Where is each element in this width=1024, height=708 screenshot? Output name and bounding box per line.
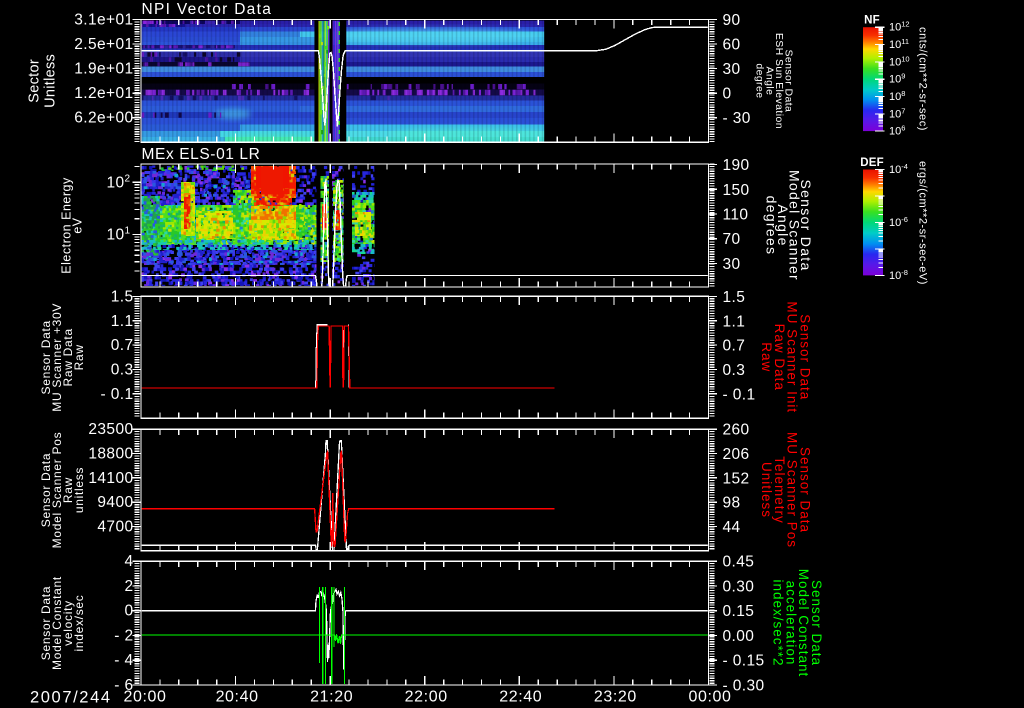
- svg-text:1.1: 1.1: [111, 313, 134, 330]
- svg-text:0.00: 0.00: [723, 628, 755, 645]
- svg-text:2007/244: 2007/244: [30, 689, 112, 707]
- svg-text:MEx ELS-01 LR: MEx ELS-01 LR: [142, 146, 261, 163]
- svg-text:Sensor Data: Sensor Data: [798, 179, 814, 271]
- svg-text:Sector: Sector: [27, 59, 43, 103]
- svg-text:90: 90: [723, 12, 741, 29]
- svg-text:ergs/(cm**2-sr-sec-eV): ergs/(cm**2-sr-sec-eV): [917, 161, 929, 285]
- svg-text:Raw Data: Raw Data: [61, 328, 75, 386]
- svg-text:44: 44: [723, 519, 741, 536]
- svg-text:MU Scanner Pos: MU Scanner Pos: [785, 432, 800, 548]
- svg-text:Sensor Data: Sensor Data: [798, 314, 813, 400]
- svg-text:Angle: Angle: [775, 204, 791, 246]
- svg-text:23:20: 23:20: [594, 689, 637, 706]
- svg-text:22:00: 22:00: [405, 689, 448, 706]
- svg-text:0.7: 0.7: [111, 337, 134, 354]
- svg-text:21:20: 21:20: [310, 689, 353, 706]
- svg-text:Model Scanner: Model Scanner: [787, 170, 803, 281]
- svg-text:NPI Vector Data: NPI Vector Data: [142, 1, 273, 18]
- svg-text:150: 150: [723, 182, 750, 199]
- svg-text:NF: NF: [864, 15, 880, 27]
- svg-text:MU Scanner Init: MU Scanner Init: [785, 301, 800, 413]
- svg-text:- 4: - 4: [114, 652, 133, 669]
- svg-text:degrees: degrees: [764, 196, 780, 256]
- svg-text:6.2e+00: 6.2e+00: [74, 110, 133, 127]
- svg-text:Sensor Data: Sensor Data: [783, 50, 795, 113]
- svg-text:Unitless: Unitless: [759, 462, 774, 518]
- svg-text:101: 101: [106, 226, 130, 244]
- svg-text:Model Constant: Model Constant: [796, 569, 811, 678]
- svg-text:velocity: velocity: [61, 600, 75, 646]
- svg-text:1.5: 1.5: [111, 288, 134, 305]
- svg-text:index/sec**2: index/sec**2: [771, 579, 786, 666]
- svg-text:190: 190: [723, 157, 750, 174]
- svg-text:1.9e+01: 1.9e+01: [74, 61, 133, 78]
- svg-text:14100: 14100: [88, 470, 133, 487]
- svg-text:Electron Energy: Electron Energy: [60, 177, 74, 274]
- svg-text:30: 30: [723, 61, 741, 78]
- svg-text:20:00: 20:00: [123, 689, 166, 706]
- svg-text:cnts/(cm**2-sr-sec): cnts/(cm**2-sr-sec): [917, 27, 929, 131]
- svg-text:260: 260: [723, 422, 750, 439]
- svg-text:Unitless: Unitless: [43, 54, 59, 108]
- svg-text:index/sec: index/sec: [72, 595, 86, 652]
- svg-text:DEF: DEF: [860, 157, 884, 169]
- svg-text:- 0.1: - 0.1: [723, 386, 756, 403]
- svg-text:4700: 4700: [97, 519, 133, 536]
- svg-text:Sensor Data: Sensor Data: [809, 580, 824, 666]
- svg-text:0.45: 0.45: [723, 554, 755, 571]
- svg-text:0: 0: [723, 86, 732, 103]
- svg-text:70: 70: [723, 231, 741, 248]
- svg-text:1.5: 1.5: [723, 289, 746, 306]
- svg-text:0.3: 0.3: [111, 362, 134, 379]
- svg-text:- 0.15: - 0.15: [723, 653, 765, 670]
- svg-text:Sensor Data: Sensor Data: [39, 320, 53, 394]
- svg-text:9400: 9400: [97, 494, 133, 511]
- svg-text:0.3: 0.3: [723, 362, 746, 379]
- svg-text:102: 102: [106, 173, 130, 191]
- svg-text:eV: eV: [70, 217, 84, 233]
- svg-text:Model Scanner Pos: Model Scanner Pos: [50, 432, 64, 549]
- svg-text:3.1e+01: 3.1e+01: [74, 12, 133, 29]
- svg-text:Raw: Raw: [61, 477, 75, 503]
- svg-text:22:40: 22:40: [499, 689, 542, 706]
- svg-text:18800: 18800: [88, 446, 133, 463]
- svg-text:30: 30: [723, 256, 741, 273]
- svg-text:0.30: 0.30: [723, 578, 755, 595]
- svg-text:110: 110: [723, 207, 749, 224]
- svg-text:152: 152: [723, 470, 750, 487]
- svg-text:acceleration: acceleration: [783, 581, 798, 666]
- svg-text:Telemetry: Telemetry: [772, 456, 787, 524]
- svg-text:98: 98: [723, 495, 741, 512]
- svg-text:1.1: 1.1: [723, 313, 746, 330]
- svg-text:4: 4: [124, 553, 133, 570]
- svg-text:206: 206: [723, 446, 750, 463]
- svg-text:Raw: Raw: [759, 342, 774, 372]
- svg-text:MU Scanner +30V: MU Scanner +30V: [50, 303, 64, 412]
- svg-text:23500: 23500: [88, 421, 133, 438]
- svg-text:0: 0: [124, 603, 133, 620]
- svg-text:- 0.1: - 0.1: [100, 386, 133, 403]
- svg-text:60: 60: [723, 37, 741, 54]
- svg-text:0.7: 0.7: [723, 338, 746, 355]
- svg-text:0.15: 0.15: [723, 603, 755, 620]
- svg-text:Raw Data: Raw Data: [772, 324, 787, 391]
- svg-text:1.2e+01: 1.2e+01: [74, 85, 133, 102]
- svg-text:unitless: unitless: [72, 467, 86, 513]
- svg-text:degree: degree: [754, 63, 766, 98]
- svg-text:ESH Sun Elevation: ESH Sun Elevation: [773, 33, 785, 129]
- svg-text:Sensor Data: Sensor Data: [798, 447, 813, 533]
- svg-text:Sensor Data: Sensor Data: [39, 586, 53, 660]
- svg-text:Sensor Data: Sensor Data: [39, 453, 53, 527]
- svg-text:20:40: 20:40: [216, 689, 259, 706]
- svg-text:Model Constant: Model Constant: [50, 576, 64, 670]
- svg-text:2: 2: [124, 578, 133, 595]
- svg-text:2.5e+01: 2.5e+01: [74, 36, 133, 53]
- svg-text:Angle: Angle: [763, 66, 775, 95]
- svg-text:- 0.30: - 0.30: [723, 677, 765, 694]
- svg-text:- 2: - 2: [114, 627, 133, 644]
- svg-text:- 6: - 6: [114, 677, 133, 694]
- svg-text:- 30: - 30: [723, 110, 751, 127]
- svg-text:00:00: 00:00: [688, 689, 731, 706]
- svg-text:Raw: Raw: [72, 344, 86, 370]
